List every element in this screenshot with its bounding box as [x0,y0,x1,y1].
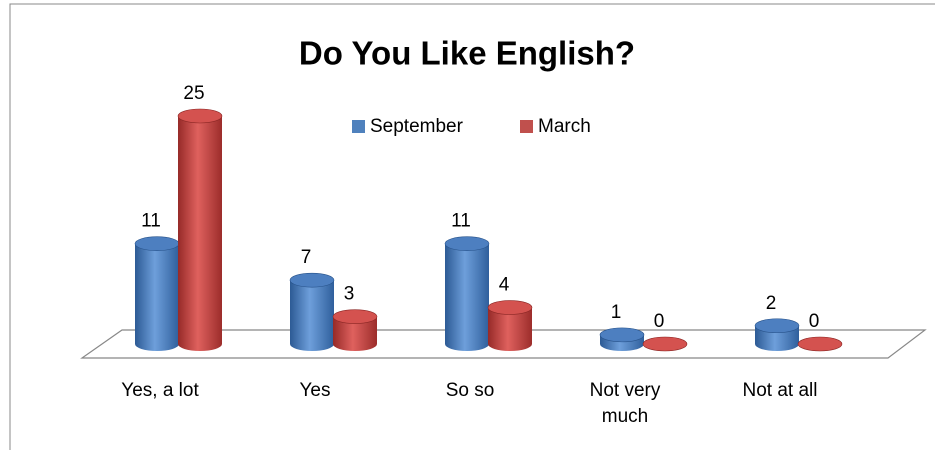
value-label: 11 [141,211,161,232]
value-label: 1 [611,302,622,323]
value-label: 3 [344,284,355,305]
bar-top [444,236,490,251]
bar-body [178,116,222,344]
value-label: 0 [809,311,820,332]
value-label: 25 [183,83,204,104]
bar-top [487,300,533,315]
chart-border [9,3,935,450]
x-tick-label: Yes [299,380,331,401]
bar [754,318,800,351]
bar-top [134,236,180,251]
value-label: 4 [499,275,510,296]
x-tick-label: Not very much [589,380,661,427]
x-tick-label: So so [445,380,495,401]
bar-top [797,336,843,352]
bar-body [290,280,334,344]
bar [289,272,335,351]
bar-top [177,108,223,124]
value-label: 0 [654,311,665,332]
value-label: 2 [766,293,777,314]
legend-label: March [538,116,591,137]
bar-top [289,272,335,288]
legend-swatch [520,120,533,133]
bar [642,336,688,352]
x-tick-label: Yes, a lot [121,380,199,401]
bar [134,236,180,351]
chart-title: Do You Like English? [299,35,635,72]
bar [599,327,645,351]
bar-body [135,243,179,344]
bar [797,336,843,352]
value-label: 11 [451,211,471,232]
x-tick-label: Not at all [742,380,818,401]
value-label: 7 [301,247,312,268]
bar [444,236,490,351]
bar-top [599,327,645,343]
bar-top [754,318,800,334]
bar-top [642,336,688,352]
legend-label: September [370,116,464,137]
bar-top [332,309,378,324]
bar [177,108,223,351]
legend-swatch [352,120,365,133]
bar [332,309,378,351]
bar-body [445,243,489,344]
bar [487,300,533,351]
